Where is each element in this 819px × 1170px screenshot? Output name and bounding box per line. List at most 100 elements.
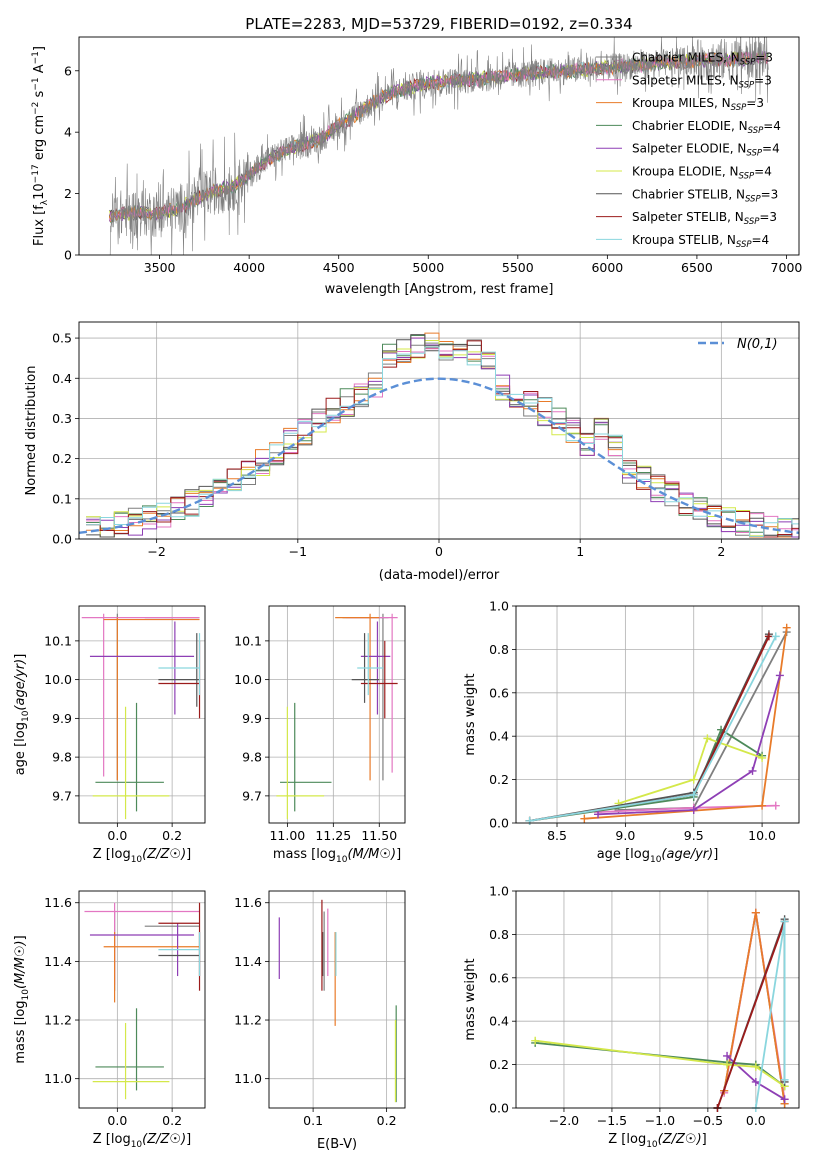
y-tick-label: 0.2 bbox=[489, 1057, 509, 1072]
y-tick-label: 0.8 bbox=[489, 927, 509, 942]
x-tick-label: 6500 bbox=[681, 260, 713, 275]
x-tick-label: 0.1 bbox=[303, 1113, 323, 1128]
x-tick-label: −2 bbox=[147, 544, 165, 559]
y-tick-label: 0.6 bbox=[489, 970, 509, 985]
histograms bbox=[79, 332, 799, 538]
y-tick-label: 1.0 bbox=[489, 599, 509, 614]
y-tick-label: 0.4 bbox=[52, 371, 72, 386]
errorbar-kroupa-miles bbox=[335, 613, 380, 781]
y-axis-label: mass [log10(M/M☉)] bbox=[13, 935, 31, 1063]
x-tick-label: 4500 bbox=[323, 260, 355, 275]
normal-curve bbox=[79, 377, 799, 534]
x-tick-label: 11.25 bbox=[315, 828, 351, 843]
panel-weight-vs-Z: −2.0 −1.5 −1.0 −0.5 0.0 0.0 0.2 0.4 0.6 0.8 1.0 mas… bbox=[463, 884, 800, 1150]
errorbar-chabrier-stelib bbox=[158, 633, 200, 707]
y-tick-label: 10.1 bbox=[234, 633, 262, 648]
weight-marker bbox=[758, 801, 767, 810]
weight-line bbox=[723, 912, 786, 1104]
x-tick-label: 7000 bbox=[771, 260, 803, 275]
weight-series-kroupa-miles bbox=[580, 623, 791, 823]
y-tick-label: 0.5 bbox=[52, 331, 72, 346]
y-tick-label: 0.8 bbox=[489, 642, 509, 657]
x-tick-label: 4000 bbox=[233, 260, 265, 275]
weight-marker bbox=[764, 632, 773, 641]
axes-frame bbox=[515, 890, 800, 1109]
x-axis-label: Z [log10(Z/Z☉)] bbox=[93, 1132, 191, 1150]
panel-age-vs-Z: 0.0 0.2 9.7 9.8 9.9 10.0 10.1 Z [log10(Z/Z☉)] ag… bbox=[13, 605, 206, 865]
weight-marker bbox=[758, 753, 767, 762]
panel-spectrum: 3500 4000 4500 5000 5500 6000 6500 7000 0 2 4 6 wave… bbox=[31, 36, 803, 297]
weight-line bbox=[597, 675, 781, 816]
legend-label: Kroupa STELIB, NSSP=4 bbox=[632, 233, 769, 250]
y-tick-label: 0.1 bbox=[52, 491, 72, 506]
panel-mass-vs-ebv: 0.1 0.2 11.0 11.2 11.4 11.6 E(B-V) bbox=[234, 890, 406, 1152]
errorbar-salpeter-miles bbox=[346, 613, 398, 773]
weight-marker bbox=[780, 1095, 789, 1104]
y-tick-label: 0.4 bbox=[489, 729, 509, 744]
weight-marker bbox=[594, 810, 603, 819]
axes-frame bbox=[268, 605, 406, 824]
weight-marker bbox=[771, 801, 780, 810]
axes-frame bbox=[515, 605, 800, 824]
x-tick-label: 3500 bbox=[144, 260, 176, 275]
observed-spectrum bbox=[109, 37, 769, 255]
panel-mass-vs-Z: 0.0 0.2 11.0 11.2 11.4 11.6 Z [log10(Z/Z☉)] mas… bbox=[13, 890, 206, 1150]
legend-label: Salpeter MILES, NSSP=3 bbox=[632, 73, 772, 90]
errorbar-kroupa-elodie bbox=[276, 706, 325, 820]
errorbar-salpeter-miles bbox=[84, 902, 200, 985]
errorbar-kroupa-miles bbox=[103, 932, 200, 1003]
y-tick-label: 11.4 bbox=[234, 954, 262, 969]
weight-marker bbox=[780, 917, 789, 926]
weight-series-kroupa-elodie bbox=[614, 734, 767, 808]
weight-line bbox=[584, 627, 788, 820]
x-tick-label: 0.0 bbox=[107, 828, 127, 843]
x-tick-label: 0.0 bbox=[107, 1113, 127, 1128]
x-tick-label: 5500 bbox=[502, 260, 534, 275]
axes-frame bbox=[78, 890, 206, 1109]
y-tick-label: 10.0 bbox=[44, 672, 72, 687]
weight-marker bbox=[723, 1051, 732, 1060]
y-tick-label: 0.6 bbox=[489, 685, 509, 700]
errorbar-kroupa-elodie bbox=[92, 706, 170, 820]
y-axis-label: Flux [fλ10−17 erg cm−2 s−1 A−1] bbox=[31, 46, 50, 246]
x-tick-label: −1.5 bbox=[597, 1113, 627, 1128]
y-axis-label: age [log10(age/yr)] bbox=[13, 654, 31, 776]
weight-marker bbox=[525, 816, 534, 825]
legend-label: Salpeter ELODIE, NSSP=4 bbox=[632, 142, 780, 159]
x-tick-label: 5000 bbox=[412, 260, 444, 275]
y-tick-label: 6 bbox=[64, 63, 72, 78]
legend-label: N(0,1) bbox=[737, 337, 778, 352]
errorbar-chabrier-elodie bbox=[280, 702, 332, 812]
x-tick-label: −1.0 bbox=[645, 1113, 675, 1128]
errorbar-chabrier-elodie bbox=[95, 702, 164, 812]
x-axis-label: E(B-V) bbox=[317, 1137, 357, 1152]
errorbar-kroupa-stelib bbox=[357, 633, 383, 696]
weight-marker bbox=[780, 1075, 789, 1084]
histogram-kroupa-elodie bbox=[86, 340, 799, 538]
x-tick-label: 0.2 bbox=[162, 1113, 182, 1128]
x-tick-label: 9.5 bbox=[684, 828, 704, 843]
weight-marker bbox=[751, 908, 760, 917]
legend-label: Kroupa ELODIE, NSSP=4 bbox=[632, 165, 772, 182]
legend-label: Kroupa MILES, NSSP=3 bbox=[632, 96, 764, 113]
y-tick-label: 11.0 bbox=[44, 1071, 72, 1086]
y-tick-label: 10.1 bbox=[44, 633, 72, 648]
model-line-kroupa-miles bbox=[109, 51, 769, 223]
spectrum-lines bbox=[109, 37, 769, 255]
y-tick-label: 2 bbox=[64, 186, 72, 201]
y-axis-label: mass weight bbox=[463, 673, 478, 755]
weight-marker bbox=[531, 1036, 540, 1045]
x-tick-label: 0.2 bbox=[162, 828, 182, 843]
y-tick-label: 0 bbox=[64, 248, 72, 263]
weight-marker bbox=[775, 671, 784, 680]
axes-frame bbox=[78, 36, 800, 256]
errorbar-salpeter-miles bbox=[81, 613, 200, 777]
panel-residuals: −2 −1 0 1 2 0.0 0.1 0.2 0.3 0.4 0.5 (data-model)/er… bbox=[24, 321, 800, 583]
errorbar-chabrier-stelib bbox=[158, 932, 201, 977]
x-axis-label: age [log10(age/yr)] bbox=[597, 847, 719, 865]
weight-marker bbox=[751, 1077, 760, 1086]
histogram-kroupa-stelib bbox=[86, 346, 799, 537]
panel-age-vs-mass: 11.00 11.25 11.50 9.7 9.8 9.9 10.0 10.1 mass [lo… bbox=[234, 605, 406, 865]
x-tick-label: 8.5 bbox=[547, 828, 567, 843]
